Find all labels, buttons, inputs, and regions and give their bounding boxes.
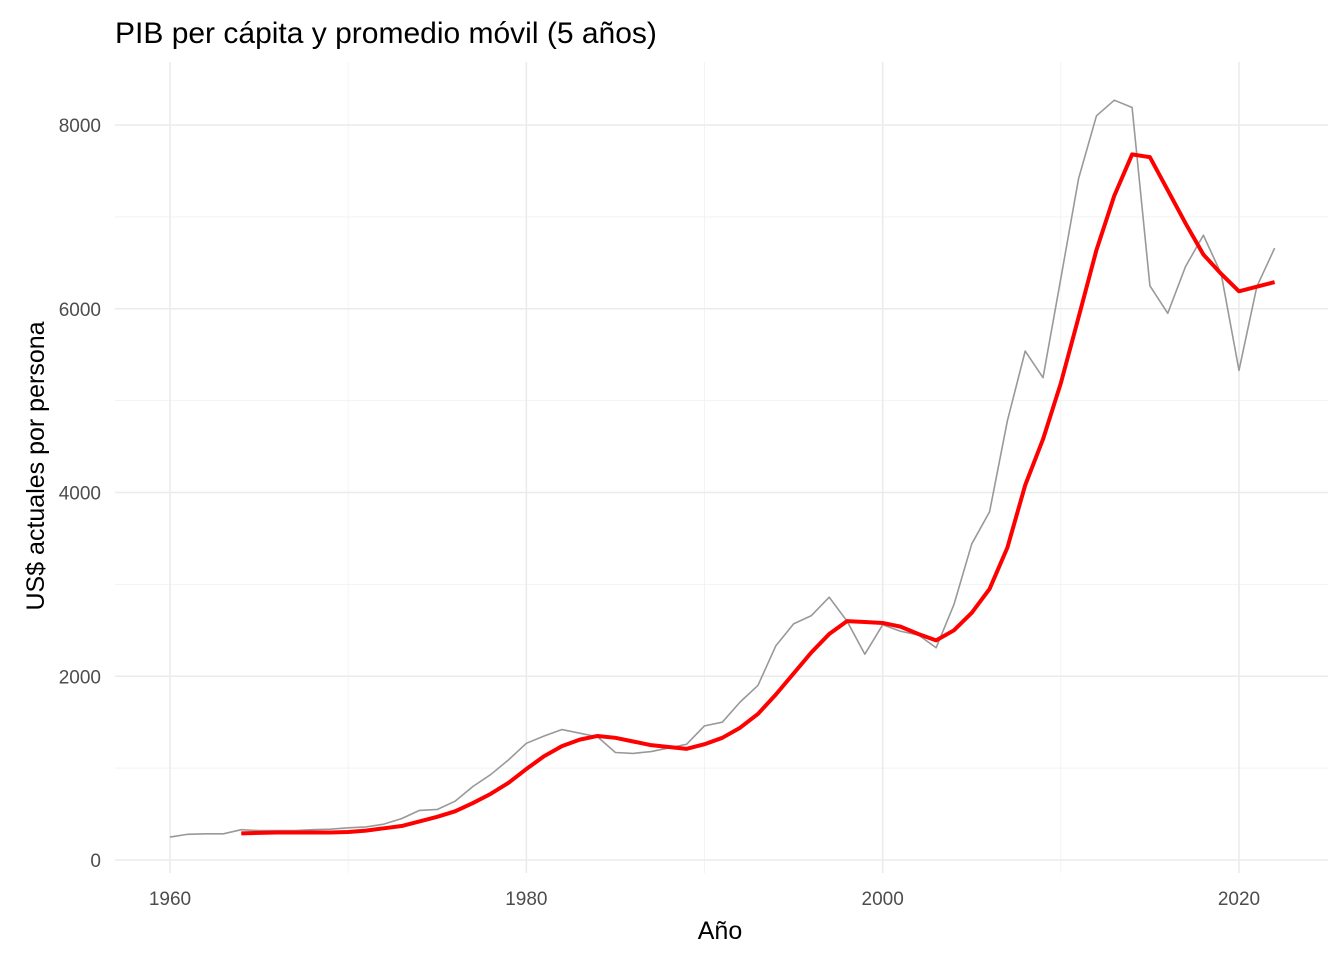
y-axis-title: US$ actuales por persona xyxy=(22,321,50,610)
y-tick-label: 6000 xyxy=(59,300,101,321)
y-tick-label: 4000 xyxy=(59,484,101,505)
x-axis-title: Año xyxy=(698,917,742,945)
x-tick-label: 2000 xyxy=(862,889,904,910)
y-tick-label: 2000 xyxy=(59,667,101,688)
y-tick-label: 0 xyxy=(90,851,101,872)
tick-labels: 1960 1980 2000 2020 0 2000 4000 6000 8000 xyxy=(59,116,1260,910)
x-tick-label: 1960 xyxy=(149,889,191,910)
grid xyxy=(115,62,1328,873)
series-line-moving-average xyxy=(241,152,1276,836)
y-tick-label: 8000 xyxy=(59,116,101,137)
series-layer xyxy=(169,99,1276,838)
chart-title: PIB per cápita y promedio móvil (5 años) xyxy=(115,17,657,50)
series-line-gdp-per-capita xyxy=(169,99,1276,838)
x-tick-label: 2020 xyxy=(1218,889,1260,910)
x-tick-label: 1980 xyxy=(505,889,547,910)
